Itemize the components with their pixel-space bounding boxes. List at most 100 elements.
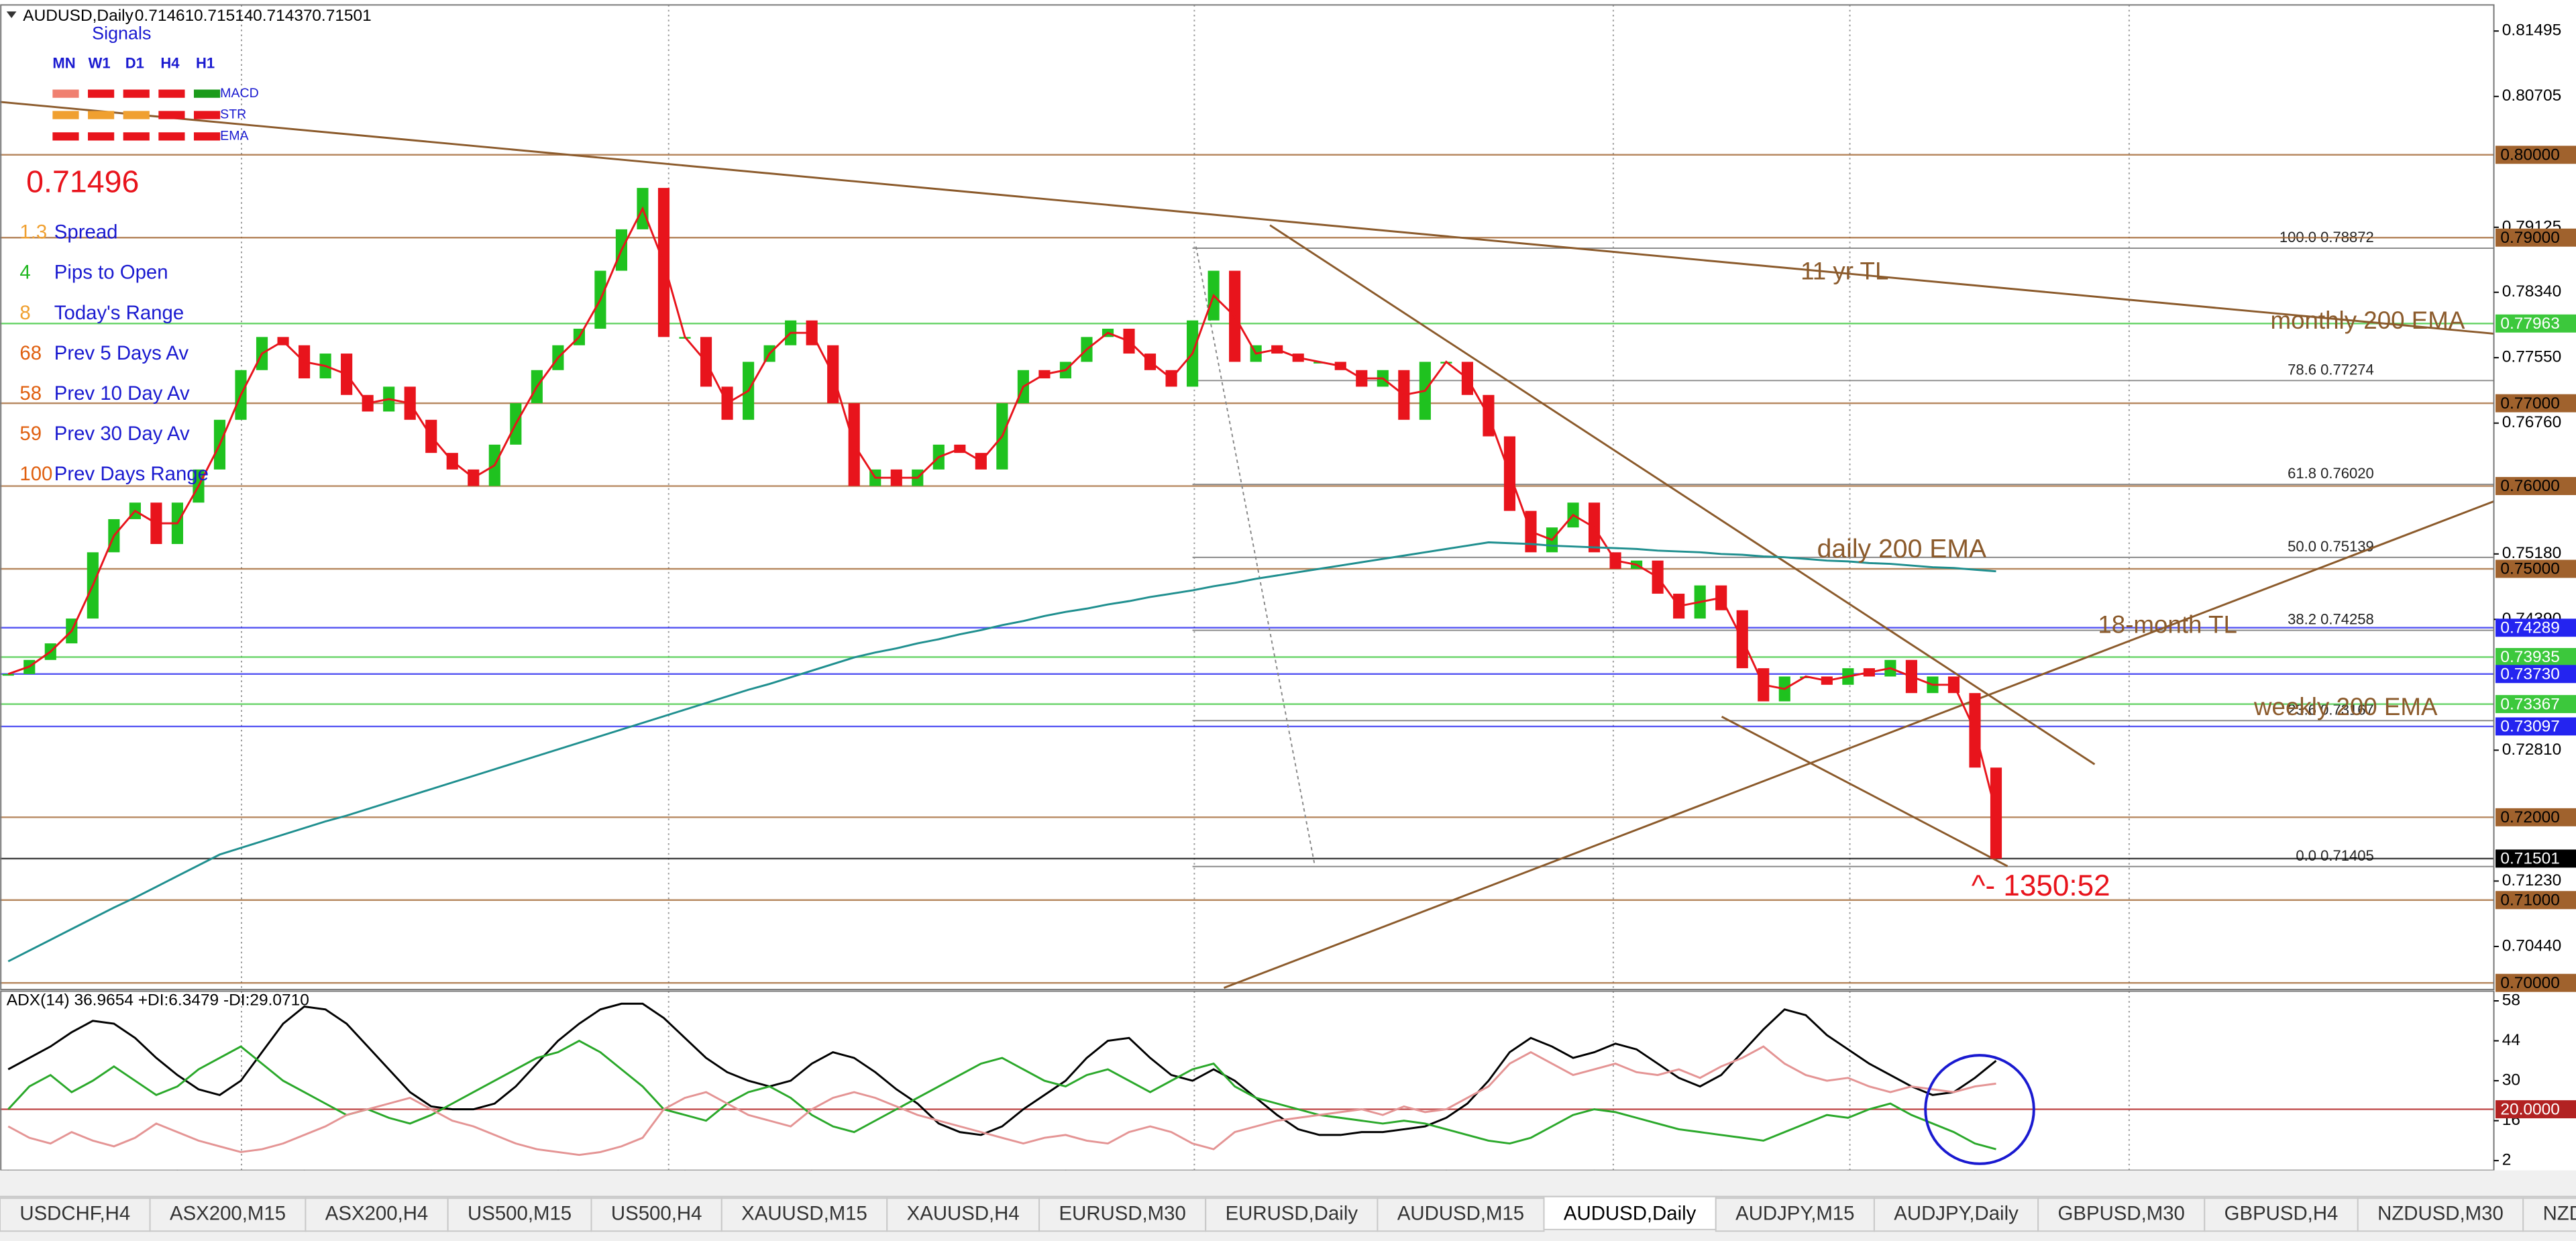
symbol: AUDUSD,Daily	[23, 7, 133, 25]
signal-row-label: STR	[220, 107, 246, 122]
tab-label[interactable]: ASX200,H4	[325, 1203, 428, 1225]
tab[interactable]: USDCHF,H4	[0, 1197, 151, 1232]
tab[interactable]: US500,M15	[447, 1197, 592, 1232]
y-tick-label: 0.81495	[2502, 21, 2561, 40]
level-tag	[2496, 618, 2576, 637]
tab-label[interactable]: AUDUSD,Daily	[1564, 1203, 1697, 1225]
menu-triangle[interactable]	[6, 11, 17, 18]
tab[interactable]: EURUSD,M30	[1038, 1197, 1207, 1232]
series-line	[7, 541, 1996, 963]
tab-label[interactable]: GBPUSD,H4	[2224, 1203, 2339, 1225]
tab-bg[interactable]	[886, 1197, 1040, 1232]
y-tick-label: 2	[2502, 1151, 2512, 1169]
signal-row-label: MACD	[220, 86, 259, 101]
series-line	[7, 1045, 1996, 1156]
tab-label[interactable]: XAUUSD,H4	[907, 1203, 1020, 1225]
annotation: weekly 200 EMA	[2253, 693, 2438, 720]
tab-bg[interactable]	[447, 1197, 592, 1232]
tab[interactable]: GBPUSD,M30	[2037, 1197, 2206, 1232]
tab-label[interactable]: AUDUSD,M15	[1397, 1203, 1524, 1225]
tab[interactable]: US500,H4	[590, 1197, 722, 1232]
signals-panel: Signals MN W1 D1 H4 H1 MACD STR EMA	[52, 23, 259, 144]
trendline-channel-bottom	[1721, 716, 2008, 867]
level-tag-label: 0.73367	[2500, 695, 2559, 713]
level-tag-label: 0.79000	[2500, 229, 2559, 247]
trendline-channel-top	[1269, 224, 2096, 765]
level-tag	[2496, 973, 2576, 992]
level-tag-label: 0.73730	[2500, 665, 2559, 683]
tab[interactable]: NZDUSD,M30	[2357, 1197, 2524, 1232]
y-tick-label: 58	[2502, 991, 2520, 1009]
ohlc-open: 0.71461	[135, 7, 194, 25]
y-tick-label: 0.75180	[2502, 544, 2561, 562]
tab[interactable]: AUDJPY,M15	[1715, 1197, 1875, 1232]
signal-cell	[158, 89, 185, 98]
series-line	[7, 206, 1997, 814]
tab-label[interactable]: EURUSD,Daily	[1226, 1203, 1358, 1225]
tab-bg[interactable]	[1038, 1197, 1207, 1232]
tab-bg[interactable]	[2037, 1197, 2206, 1232]
tab-label[interactable]: NZDUSD,M30	[2377, 1203, 2504, 1225]
signal-cell	[193, 111, 221, 119]
series-line	[7, 1002, 1997, 1136]
level-tag	[2496, 849, 2576, 868]
level-tag-label: 0.70000	[2500, 974, 2559, 992]
ohlc-high: 0.71514	[194, 7, 253, 25]
tab-label[interactable]: US500,H4	[611, 1203, 702, 1225]
tab-bg[interactable]	[590, 1197, 722, 1232]
level-tag-label: 0.74289	[2500, 618, 2559, 637]
tab-bg[interactable]	[2357, 1197, 2524, 1232]
tab-label[interactable]: ASX200,M15	[170, 1203, 286, 1225]
signal-cell	[52, 132, 79, 141]
level-tag	[2496, 647, 2576, 666]
level-tag-label: 0.77963	[2500, 315, 2559, 333]
info-label: Prev 30 Day Av	[54, 423, 190, 445]
signal-cell	[123, 132, 150, 141]
tab-label[interactable]: AUDJPY,M15	[1735, 1203, 1854, 1225]
signal-cell	[52, 89, 79, 98]
tab[interactable]: EURUSD,Daily	[1205, 1197, 1379, 1232]
tab-bg[interactable]	[2204, 1197, 2359, 1232]
timeframe-label: W1	[89, 54, 111, 71]
tab-label[interactable]: EURUSD,M30	[1059, 1203, 1186, 1225]
tab-label[interactable]: GBPUSD,M30	[2058, 1203, 2185, 1225]
signal-cell	[52, 111, 79, 119]
tab-label[interactable]: US500,M15	[468, 1203, 572, 1225]
level-tag-label: 0.73097	[2500, 718, 2559, 736]
info-value: 58	[19, 382, 42, 404]
tab[interactable]: AUDUSD,M15	[1377, 1197, 1545, 1232]
info-value: 68	[19, 342, 42, 364]
tab-bg[interactable]	[1205, 1197, 1379, 1232]
tab[interactable]: ASX200,H4	[305, 1197, 449, 1232]
annotation: daily 200 EMA	[1817, 535, 1987, 563]
level-tag	[2496, 146, 2576, 164]
tab-label[interactable]: NZDUSD,H4	[2543, 1203, 2576, 1225]
level-tag	[2496, 717, 2576, 736]
tab[interactable]: GBPUSD,H4	[2204, 1197, 2359, 1232]
live-price: 0.71496	[26, 164, 139, 199]
info-label: Spread	[54, 221, 118, 244]
tab[interactable]: XAUUSD,H4	[886, 1197, 1040, 1232]
series-layer	[2, 188, 2002, 1156]
y-tick-label: 0.70440	[2502, 936, 2561, 955]
tab-label[interactable]: AUDJPY,Daily	[1894, 1203, 2019, 1225]
tab[interactable]: ASX200,M15	[149, 1197, 307, 1232]
tab-bar: USDCHF,H4 ASX200,M15 ASX200,H4 US500,M15 US5…	[0, 1170, 2576, 1241]
tab[interactable]: AUDJPY,Daily	[1873, 1197, 2039, 1232]
tab-bg[interactable]	[305, 1197, 449, 1232]
level-tag-label: 0.73935	[2500, 648, 2559, 666]
tab-bg[interactable]	[149, 1197, 307, 1232]
tab[interactable]: AUDUSD,Daily	[1543, 1195, 1717, 1230]
adx-title: ADX(14) 36.9654 +DI:6.3479 -DI:29.0710	[7, 991, 309, 1010]
annotation: 11 yr TL	[1801, 257, 1888, 284]
timeframe-label: H1	[196, 54, 215, 71]
tab-label[interactable]: XAUUSD,M15	[741, 1203, 867, 1225]
tab[interactable]: NZDUSD,H4	[2522, 1197, 2576, 1232]
y-tick-label: 0.78340	[2502, 282, 2561, 301]
tab-bg[interactable]	[1543, 1195, 1717, 1230]
tab-bg[interactable]	[2522, 1197, 2576, 1232]
tab-bg[interactable]	[1715, 1197, 1875, 1232]
tab-label[interactable]: USDCHF,H4	[19, 1203, 130, 1225]
tab[interactable]: XAUUSD,M15	[720, 1197, 888, 1232]
